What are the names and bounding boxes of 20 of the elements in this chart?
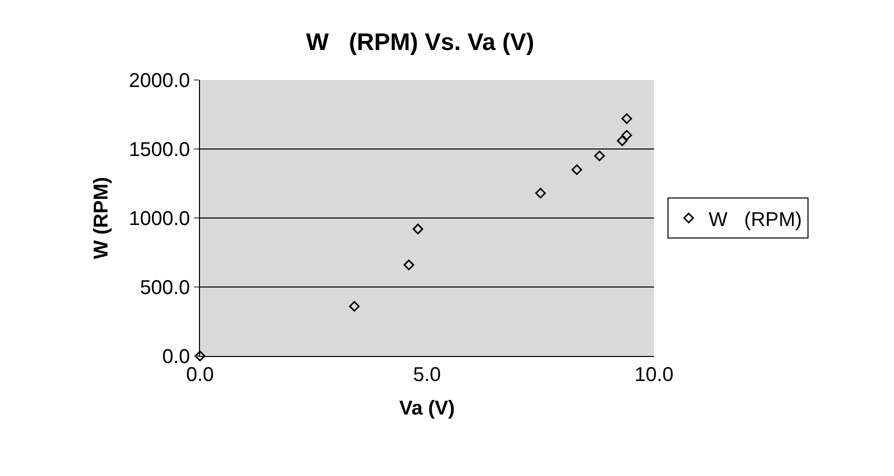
point (616, 135, 628, 146)
point (404, 260, 414, 270)
x-tick-label: 5.0 (413, 364, 441, 386)
y-tick-label: 500.0 (140, 277, 190, 299)
chart-title: W (RPM) Vs. Va (V) (306, 29, 534, 56)
point (412, 224, 424, 234)
y-tick-label: 1500.0 (128, 139, 190, 161)
point (572, 164, 582, 175)
point (535, 188, 546, 198)
x-tick-label: 10.0 (634, 364, 674, 386)
point (621, 130, 632, 140)
point (621, 113, 632, 124)
y-tick-label: 2000.0 (128, 70, 190, 92)
x-axis-title: Va (V) (399, 398, 455, 420)
y-axis-title: W (RPM) (90, 176, 112, 260)
legend-label: W (RPM) (708, 208, 802, 231)
y-tick-label: 1000.0 (128, 208, 190, 230)
point (594, 150, 605, 162)
point (349, 301, 360, 312)
point (194, 350, 206, 362)
